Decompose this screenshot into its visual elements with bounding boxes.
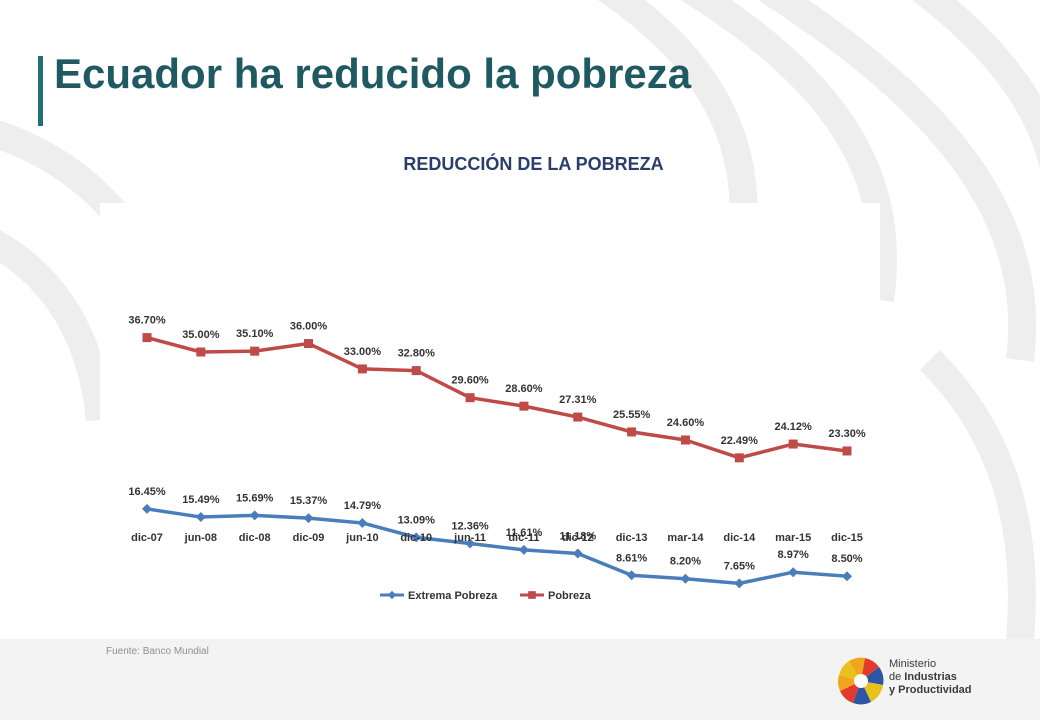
x-axis-tick-labels: dic-07 jun-08 dic-08 dic-09 jun-10 dic-10 jun-… (131, 532, 863, 544)
data-label-pobreza: 22.49% (721, 435, 759, 447)
data-label-extrema-pobreza: 12.36% (451, 521, 489, 533)
data-label-extrema-pobreza: 15.37% (290, 495, 328, 507)
x-tick-label: jun-08 (184, 532, 217, 544)
data-label-extrema-pobreza: 7.65% (724, 560, 755, 572)
x-tick-label: dic-10 (400, 532, 432, 544)
data-point-pobreza (573, 412, 583, 422)
x-tick-label: mar-15 (775, 532, 811, 544)
data-label-extrema-pobreza: 16.45% (128, 486, 166, 498)
data-label-pobreza: 29.60% (451, 375, 489, 387)
data-point-extrema-pobreza (842, 571, 852, 582)
chart-title: REDUCCIÓN DE LA POBREZA (403, 154, 664, 174)
x-tick-label: jun-10 (345, 532, 378, 544)
slide-title: Ecuador ha reducido la pobreza (54, 50, 692, 97)
data-point-pobreza (680, 435, 690, 445)
data-label-extrema-pobreza: 15.69% (236, 492, 274, 504)
data-point-pobreza (411, 366, 421, 376)
x-tick-label: dic-12 (562, 532, 594, 544)
title-accent-bar (38, 56, 43, 126)
legend-label-pobreza: Pobreza (548, 590, 592, 602)
series-markers (142, 333, 852, 589)
x-tick-label: mar-14 (667, 532, 704, 544)
legend-label-extrema-pobreza: Extrema Pobreza (408, 590, 498, 602)
data-point-extrema-pobreza (465, 538, 476, 549)
logo-line-2-bold: Industrias (904, 671, 957, 683)
data-point-pobreza (465, 393, 475, 403)
x-tick-label: dic-08 (239, 532, 271, 544)
x-tick-label: dic-14 (723, 532, 756, 544)
data-point-extrema-pobreza (518, 544, 529, 555)
ministry-logo: Ministerio de Industrias y Productividad (836, 652, 1026, 712)
data-point-extrema-pobreza (357, 517, 368, 528)
data-label-pobreza: 25.55% (613, 409, 651, 421)
data-label-pobreza: 24.12% (774, 421, 812, 433)
x-tick-label: dic-07 (131, 532, 163, 544)
data-label-extrema-pobreza: 14.79% (344, 500, 382, 512)
data-point-extrema-pobreza (249, 510, 260, 521)
data-label-pobreza: 28.60% (505, 383, 543, 395)
data-labels: 16.45% 15.49% 15.69% 15.37% 14.79% 13.09% 12.3… (128, 315, 866, 573)
data-label-pobreza: 32.80% (398, 348, 436, 360)
logo-line-3-bold: y Productividad (889, 684, 972, 696)
x-tick-label: jun-11 (453, 532, 486, 544)
data-point-extrema-pobreza (734, 578, 745, 589)
data-point-extrema-pobreza (303, 513, 314, 524)
data-label-pobreza: 27.31% (559, 394, 597, 406)
data-point-extrema-pobreza (195, 512, 206, 523)
data-point-pobreza (519, 401, 529, 411)
data-label-extrema-pobreza: 8.61% (616, 552, 647, 564)
series-line-extrema-pobreza (146, 507, 848, 586)
series-line-pobreza (146, 335, 848, 460)
x-tick-label: dic-09 (293, 532, 325, 544)
legend-item-pobreza: Pobreza (520, 590, 592, 602)
data-point-pobreza (357, 364, 367, 374)
data-point-pobreza (142, 333, 152, 343)
data-label-extrema-pobreza: 8.50% (831, 553, 862, 565)
source-note: Fuente: Banco Mundial (106, 646, 209, 657)
data-label-pobreza: 23.30% (828, 428, 866, 440)
data-point-extrema-pobreza (626, 570, 637, 581)
chart-panel: 16.45% 15.49% 15.69% 15.37% 14.79% 13.09% 12.3… (100, 203, 880, 616)
logo-line-2: de Industrias (889, 671, 972, 684)
ministry-logo-text: Ministerio de Industrias y Productividad (889, 658, 972, 697)
data-point-extrema-pobreza (680, 573, 691, 584)
legend-item-extrema-pobreza: Extrema Pobreza (380, 590, 498, 602)
legend-marker-extrema-pobreza (387, 590, 397, 600)
data-label-extrema-pobreza: 8.97% (778, 549, 809, 561)
data-point-extrema-pobreza (411, 532, 422, 543)
data-point-pobreza (627, 427, 637, 437)
poverty-line-chart: 16.45% 15.49% 15.69% 15.37% 14.79% 13.09% 12.3… (128, 315, 866, 602)
data-label-extrema-pobreza: 15.49% (182, 494, 220, 506)
data-label-pobreza: 36.00% (290, 321, 328, 333)
data-label-extrema-pobreza: 8.20% (670, 556, 701, 568)
data-point-pobreza (842, 446, 852, 456)
ministry-emblem-icon (838, 657, 884, 705)
legend-marker-pobreza (528, 591, 536, 599)
logo-line-1: Ministerio (889, 658, 937, 670)
data-label-extrema-pobreza: 11.18% (559, 531, 596, 543)
data-point-pobreza (734, 453, 744, 463)
chart-legend: Extrema Pobreza Pobreza (380, 590, 592, 602)
data-point-extrema-pobreza (788, 567, 799, 578)
data-label-pobreza: 36.70% (128, 315, 166, 327)
data-point-pobreza (788, 439, 798, 449)
data-label-pobreza: 33.00% (344, 346, 382, 358)
data-point-pobreza (196, 347, 206, 357)
data-label-extrema-pobreza: 13.09% (398, 514, 436, 526)
series-lines (146, 335, 848, 586)
data-point-extrema-pobreza (142, 503, 152, 514)
data-label-pobreza: 24.60% (667, 417, 705, 429)
logo-line-3: y Productividad (889, 684, 972, 697)
data-point-pobreza (304, 339, 314, 349)
data-point-pobreza (250, 346, 260, 356)
logo-line-2-prefix: de (889, 671, 905, 683)
data-point-extrema-pobreza (572, 548, 583, 559)
x-tick-label: dic-13 (616, 532, 648, 544)
data-label-pobreza: 35.00% (182, 329, 220, 341)
x-tick-label: dic-15 (831, 532, 863, 544)
data-label-pobreza: 35.10% (236, 328, 274, 340)
x-tick-label: dic-11 (508, 532, 539, 544)
data-label-extrema-pobreza: 11.61% (506, 527, 543, 539)
